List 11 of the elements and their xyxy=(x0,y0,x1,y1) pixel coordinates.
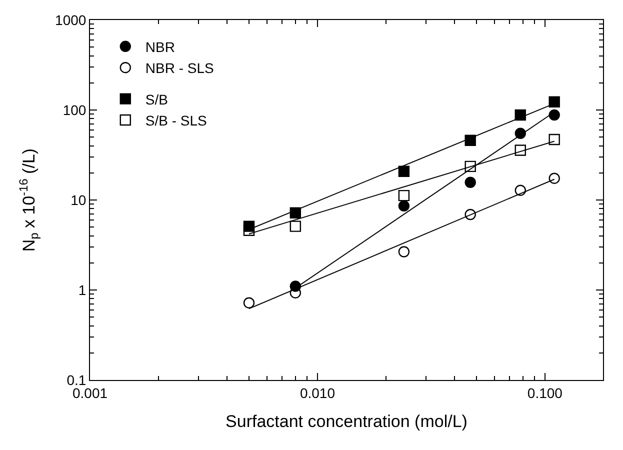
x-tick-label: 0.010 xyxy=(300,384,336,401)
legend-label: S/B - SLS xyxy=(145,112,207,128)
y-tick-label: 100 xyxy=(62,102,86,118)
x-axis-title: Surfactant concentration (mol/L) xyxy=(226,412,468,432)
legend-label: S/B xyxy=(145,91,168,108)
legend-label: NBR - SLS xyxy=(145,60,214,76)
legend-label: NBR xyxy=(145,38,175,55)
y-tick-label: 1000 xyxy=(55,12,86,28)
y-tick-label: 1 xyxy=(78,282,86,298)
y-tick-label: 10 xyxy=(70,192,86,208)
x-tick-label: 0.100 xyxy=(527,384,563,401)
